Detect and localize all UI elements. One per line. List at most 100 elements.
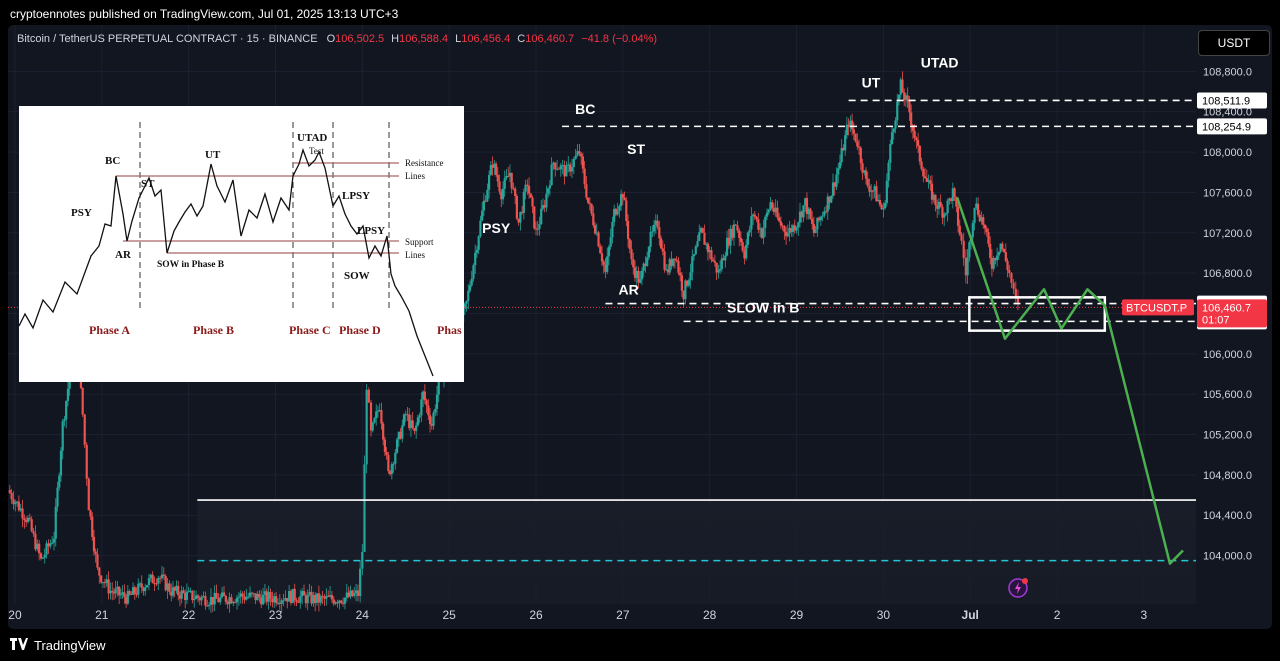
price-axis[interactable]: 108,800.0 108,400.0 108,000.0 107,600.0 107,… <box>1122 66 1267 563</box>
candle-body <box>665 269 668 271</box>
candle-body <box>500 191 503 200</box>
candle-body <box>966 257 969 276</box>
candle-body <box>572 158 575 167</box>
candle-body <box>301 591 304 597</box>
candle-body <box>531 197 534 207</box>
price-tick-label: 108,000.0 <box>1203 147 1252 159</box>
candle-body <box>317 593 320 603</box>
candle-body <box>873 186 876 191</box>
phase-label: Phase B <box>193 323 234 337</box>
candle-body <box>696 241 699 247</box>
candle-body <box>992 258 995 269</box>
candle-body <box>204 595 207 606</box>
candle-body <box>894 120 897 129</box>
candle-body <box>58 475 61 488</box>
candle-body <box>771 202 774 209</box>
candle-body <box>428 415 432 425</box>
candle-body <box>994 258 997 261</box>
candle-body <box>741 242 744 251</box>
candle-body <box>783 226 786 232</box>
candle-body <box>699 228 703 233</box>
candle-body <box>736 225 739 231</box>
candle-body <box>353 593 356 596</box>
candle-body <box>606 256 609 272</box>
candle-body <box>524 184 527 192</box>
candle-body <box>196 595 200 598</box>
candle-body <box>200 596 203 601</box>
candle-body <box>182 590 185 593</box>
candle-body <box>989 243 992 259</box>
level-price-tag <box>1197 118 1267 135</box>
time-axis[interactable]: 20 21 22 23 24 25 26 27 28 29 30 Jul 2 3 <box>8 578 1148 622</box>
candle-body <box>422 391 425 400</box>
candle-body <box>910 112 913 126</box>
candle-body <box>1014 288 1017 297</box>
candle-body <box>962 240 965 258</box>
candle-body <box>762 227 765 238</box>
candle-body <box>258 594 261 598</box>
candle-body <box>215 592 218 599</box>
candle-body <box>868 185 871 192</box>
candle-body <box>1002 248 1006 253</box>
candle-body <box>345 592 348 598</box>
candle-body <box>308 591 311 595</box>
candle-body <box>767 209 770 213</box>
candle-body <box>521 211 524 213</box>
candle-body <box>824 211 828 213</box>
candle-body <box>325 595 328 599</box>
candle-body <box>987 231 990 244</box>
candle-body <box>805 198 809 214</box>
candle-body <box>137 583 140 595</box>
candle-body <box>206 605 209 607</box>
candle-body <box>639 279 642 283</box>
currency-button[interactable]: USDT <box>1198 30 1270 56</box>
candle-body <box>798 211 802 223</box>
candle-body <box>725 237 729 256</box>
candle-body <box>501 188 505 200</box>
candle-body <box>299 596 302 603</box>
time-tick-label: 28 <box>703 608 717 622</box>
candle-body <box>677 260 680 273</box>
candle-body <box>267 592 270 602</box>
candle-body <box>237 596 240 598</box>
phase-label: Phase D <box>339 323 381 337</box>
candle-body <box>781 225 784 227</box>
candle-body <box>729 228 732 246</box>
candle-body <box>637 270 640 283</box>
candle-body <box>980 217 983 222</box>
candle-body <box>889 143 892 163</box>
candle-body <box>392 463 395 465</box>
candle-body <box>816 217 819 230</box>
candle-body <box>758 228 762 230</box>
candle-body <box>390 464 393 475</box>
candle-body <box>221 592 224 598</box>
candle-body <box>302 591 306 596</box>
candle-body <box>552 162 555 165</box>
candle-body <box>83 414 86 445</box>
candle-body <box>757 219 760 230</box>
candle-body <box>282 600 285 602</box>
candle-body <box>802 205 805 218</box>
candle-body <box>990 258 994 269</box>
candle-body <box>213 592 216 605</box>
candle-body <box>626 220 630 240</box>
candle-body <box>409 420 413 429</box>
high-value: 106,588.4 <box>399 33 449 45</box>
candle-body <box>160 574 164 579</box>
candle-body <box>260 597 263 605</box>
candle-body <box>930 183 934 200</box>
candle-body <box>101 582 105 584</box>
candle-body <box>235 597 239 603</box>
tradingview-logo-text: TradingView <box>34 637 106 653</box>
time-tick-label: 25 <box>442 608 456 622</box>
candle-body <box>380 409 383 424</box>
candle-body <box>857 146 861 148</box>
candle-body <box>918 145 921 162</box>
candle-body <box>555 168 559 170</box>
candle-body <box>897 94 901 102</box>
candle-body <box>288 591 291 602</box>
candle-body <box>946 200 949 214</box>
candle-body <box>996 255 999 261</box>
current-price-value: 106,460.7 <box>1202 302 1251 314</box>
candles <box>8 71 1020 613</box>
